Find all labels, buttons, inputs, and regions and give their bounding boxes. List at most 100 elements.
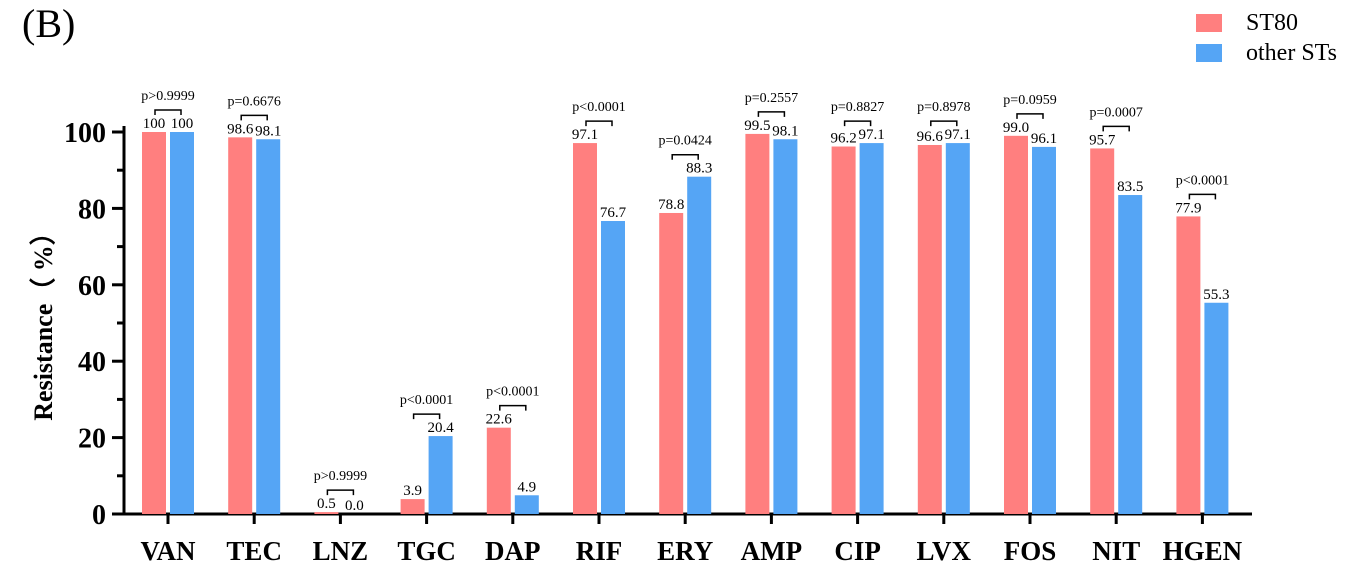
bar-st80 [1090,148,1115,514]
bar-other-sts [428,436,453,514]
bar-other-sts [1204,302,1229,514]
bar-st80 [831,146,856,515]
data-label-st80: 95.7 [1089,132,1116,148]
panel-label: (B) [22,1,76,46]
data-label-other-sts: 98.1 [255,123,281,139]
legend-item-st80: ST80 [1196,8,1337,38]
y-tick-label: 40 [78,347,106,378]
x-tick-label: ERY [657,536,713,564]
legend-item-other-sts: other STs [1196,38,1337,68]
data-label-st80: 77.9 [1175,200,1201,216]
legend-label-other-sts: other STs [1246,39,1337,66]
y-tick-label: 0 [92,500,106,531]
p-value-bracket [843,120,872,127]
x-tick-label: FOS [1004,536,1057,564]
bar-st80 [745,133,770,514]
data-label-st80: 96.2 [830,131,856,147]
y-tick-label: 100 [64,118,106,149]
data-label-other-sts: 83.5 [1117,179,1143,195]
p-value-bracket [154,109,182,115]
bar-other-sts [514,495,539,514]
legend-swatch-st80 [1196,14,1222,32]
p-value-bracket [930,120,958,127]
bar-other-sts [256,139,281,514]
legend-swatch-other-sts [1196,44,1222,62]
p-value-bracket [240,114,268,121]
data-label-other-sts: 98.1 [772,123,798,139]
x-tick-label: AMP [741,536,802,564]
data-label-other-sts: 0.0 [345,498,364,514]
p-value-label: p=0.2557 [745,91,798,106]
p-value-label: p=0.8827 [831,100,884,115]
p-value-label: p<0.0001 [1176,173,1229,188]
data-label-other-sts: 97.1 [858,127,884,143]
p-value-bracket [585,120,613,127]
x-tick-label: HGEN [1163,536,1243,564]
p-value-label: p=0.0959 [1003,93,1056,108]
data-label-other-sts: 88.3 [686,161,712,177]
p-value-bracket [1016,113,1044,119]
p-value-bracket [412,413,441,420]
data-label-st80: 98.6 [227,121,254,137]
x-tick-label: LNZ [313,536,369,564]
p-value-bracket [499,404,527,411]
x-tick-label: CIP [834,536,881,564]
p-value-label: p>0.9999 [141,89,194,104]
p-value-bracket [1188,193,1217,200]
x-tick-label: RIF [576,536,623,564]
x-tick-label: LVX [917,536,972,564]
y-tick-label: 20 [78,424,106,455]
bar-other-sts [170,132,194,514]
p-value-label: p=0.6676 [227,94,280,109]
data-label-st80: 78.8 [658,197,684,213]
data-label-st80: 22.6 [486,412,513,428]
data-label-other-sts: 20.4 [427,420,454,436]
data-label-st80: 0.5 [317,496,336,512]
bar-st80 [142,132,166,514]
y-tick-label: 80 [78,194,106,225]
bar-value-labels: 100 100 98.6 98.10.5 0.03.920.422.64.997.176… [143,116,1230,514]
bar-other-sts [773,139,798,514]
bar-st80 [1004,135,1028,514]
p-value-label: p=0.8978 [917,100,970,115]
bar-other-sts [859,143,884,514]
bar-st80 [486,427,511,514]
bar-other-sts [945,143,970,514]
y-tick-label: 60 [78,271,106,302]
p-value-label: p<0.0001 [486,385,539,400]
p-value-label: p=0.0424 [658,134,711,149]
legend: ST80 other STs [1196,8,1337,68]
bar-st80 [917,144,942,514]
p-value-annotations: p>0.9999 p=0.6676 p>0.9999 p<0.0001 p<0.0001… [141,89,1229,496]
bar-st80 [659,212,684,514]
p-value-bracket [1102,125,1130,132]
bar-st80 [314,512,339,514]
p-value-bracket [326,489,355,496]
y-tick-labels: 0 20 40 60 80 100 [64,118,106,531]
p-value-bracket [757,111,786,117]
bar-st80 [400,499,425,514]
data-label-st80: 96.6 [917,129,944,145]
data-label-st80: 3.9 [403,483,422,499]
bars [142,132,1229,515]
p-value-label: p>0.9999 [314,469,367,484]
x-tick-label: VAN [140,536,196,564]
data-label-other-sts: 100 [171,116,194,132]
bar-st80 [573,143,597,514]
data-label-st80: 99.5 [744,118,770,134]
data-label-other-sts: 4.9 [517,479,536,495]
x-tick-label: TEC [226,536,282,564]
data-label-st80: 100 [143,116,166,132]
x-tick-label: DAP [485,536,541,564]
data-label-other-sts: 96.1 [1031,131,1057,147]
legend-label-st80: ST80 [1246,9,1299,36]
bar-other-sts [601,221,625,515]
p-value-label: p<0.0001 [400,393,453,408]
y-axis-label: Resistance（ %） [29,219,58,420]
data-label-st80: 97.1 [572,127,598,143]
data-label-st80: 99.0 [1003,120,1029,136]
x-tick-label: NIT [1092,536,1140,564]
bar-other-sts [1032,146,1056,514]
data-label-other-sts: 55.3 [1203,287,1229,303]
